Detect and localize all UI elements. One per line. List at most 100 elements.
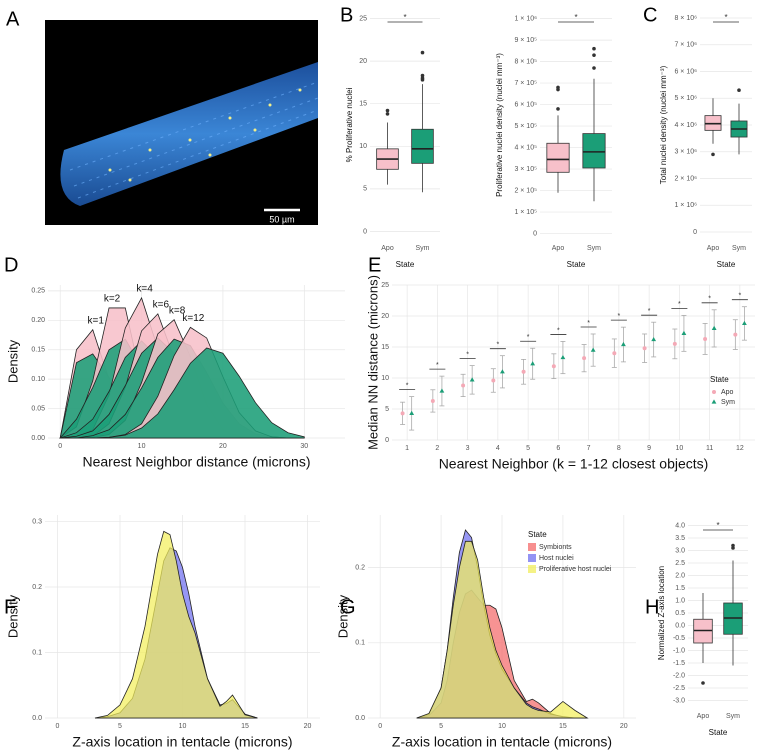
y-tick-label: 2 × 10⁵ bbox=[514, 187, 537, 194]
y-tick-label: 0.25 bbox=[31, 288, 45, 295]
y-tick-label: 10 bbox=[381, 375, 389, 382]
y-tick-label: 25 bbox=[359, 15, 367, 22]
y-tick-label: 20 bbox=[359, 58, 367, 65]
y-tick-label: 8 × 10⁵ bbox=[514, 58, 537, 65]
legend-label: Sym bbox=[721, 399, 735, 406]
point bbox=[500, 369, 505, 374]
chart-panel: B 0 5 10 15 20 25 State % Proliferative nuclei Ap… bbox=[340, 4, 440, 269]
x-tick-label: 4 bbox=[496, 445, 500, 452]
y-tick-label: 1.5 bbox=[675, 585, 685, 592]
outlier bbox=[711, 152, 715, 157]
point bbox=[672, 341, 677, 346]
significance-star: * bbox=[724, 13, 727, 22]
y-tick-label: 0.15 bbox=[31, 347, 45, 354]
y-tick-label: 1 × 10⁶ bbox=[514, 15, 537, 22]
legend-label: Symbionts bbox=[539, 544, 572, 551]
y-tick-label: 0.05 bbox=[31, 405, 45, 412]
significance-star: * bbox=[739, 293, 742, 300]
legend-swatch bbox=[528, 554, 536, 562]
y-tick-label: 5 bbox=[363, 186, 367, 193]
y-tick-label: 5 bbox=[385, 406, 389, 413]
x-tick-label: 10 bbox=[179, 723, 187, 730]
legend-swatch bbox=[711, 399, 717, 404]
outlier bbox=[556, 107, 560, 111]
y-tick-label: 4 × 10⁶ bbox=[674, 122, 697, 129]
nuclei-dots bbox=[108, 88, 302, 182]
chart-panel: G 0.0 0.1 0.2 0 5 10 15 20 Z-axis location in ten… bbox=[335, 515, 636, 750]
significance-star: * bbox=[574, 13, 577, 22]
y-axis-title: Proliferative nuclei density (nuclei mm⁻… bbox=[495, 53, 504, 197]
x-tick-label: 7 bbox=[587, 445, 591, 452]
point bbox=[742, 320, 747, 326]
y-tick-label: 8 × 10⁶ bbox=[674, 15, 697, 22]
x-tick-label: Apo bbox=[381, 245, 394, 252]
panel-letter: A bbox=[6, 8, 20, 30]
y-tick-label: 0.00 bbox=[31, 435, 45, 442]
y-tick-label: -2.0 bbox=[673, 672, 685, 679]
point bbox=[430, 398, 435, 403]
x-tick-label: 30 bbox=[300, 443, 308, 450]
x-axis-title: State bbox=[567, 260, 586, 269]
chart-panel: C 0 1 × 10⁶ 2 × 10⁶ 3 × 10⁶ 4 × 10⁶ 5 × 10⁶ 6 ×… bbox=[643, 4, 752, 269]
panel-letter: E bbox=[368, 254, 381, 276]
significance-star: * bbox=[587, 320, 590, 327]
point bbox=[530, 361, 536, 366]
y-axis-title: Density bbox=[5, 339, 20, 383]
point bbox=[621, 341, 626, 347]
x-tick-label: Apo bbox=[697, 713, 710, 720]
y-tick-label: 10 bbox=[359, 143, 367, 150]
box bbox=[411, 128, 434, 164]
y-tick-label: 5 × 10⁶ bbox=[674, 95, 697, 102]
micrograph: 50 µm A bbox=[6, 8, 319, 225]
y-tick-label: 1 × 10⁶ bbox=[674, 202, 697, 209]
x-tick-label: Apo bbox=[552, 245, 565, 252]
density-area bbox=[60, 347, 305, 439]
y-axis-title: Total nuclei density (nuclei mm⁻³) bbox=[659, 65, 668, 184]
y-tick-label: 0 bbox=[385, 437, 389, 444]
annotation: k=4 bbox=[136, 284, 153, 295]
outlier bbox=[731, 546, 735, 550]
y-tick-label: -3.0 bbox=[673, 697, 685, 704]
y-tick-label: 3 × 10⁶ bbox=[674, 149, 697, 156]
legend-label: Host nuclei bbox=[539, 555, 574, 562]
y-tick-label: 15 bbox=[381, 344, 389, 351]
significance-star: * bbox=[557, 327, 560, 334]
x-tick-label: Sym bbox=[587, 245, 601, 252]
outlier bbox=[420, 73, 425, 78]
significance-star: * bbox=[527, 334, 530, 341]
outlier bbox=[420, 76, 425, 80]
point bbox=[439, 388, 445, 393]
legend-title: State bbox=[710, 375, 729, 384]
point bbox=[733, 332, 738, 337]
significance-star: * bbox=[466, 351, 469, 358]
density-area bbox=[416, 540, 589, 719]
outlier bbox=[556, 85, 560, 90]
outlier bbox=[592, 66, 596, 70]
y-tick-label: 0.2 bbox=[355, 564, 365, 571]
annotation: k=12 bbox=[182, 313, 204, 324]
point bbox=[400, 411, 405, 416]
box bbox=[582, 133, 606, 169]
y-tick-label: 7 × 10⁶ bbox=[674, 42, 697, 49]
y-axis-title: Normalized Z-axis location bbox=[657, 566, 666, 660]
significance-star: * bbox=[618, 313, 621, 320]
significance-star: * bbox=[406, 382, 409, 389]
legend-swatch bbox=[712, 390, 716, 394]
x-tick-label: 10 bbox=[675, 445, 683, 452]
x-axis-title: State bbox=[396, 260, 415, 269]
y-axis-title: Median NN distance (microns) bbox=[365, 275, 380, 450]
x-tick-label: 2 bbox=[435, 445, 439, 452]
point bbox=[551, 364, 556, 369]
annotation: k=6 bbox=[153, 299, 170, 310]
significance-star: * bbox=[497, 342, 500, 349]
x-axis-title: Z-axis location in tentacle (microns) bbox=[72, 734, 292, 750]
significance-star: * bbox=[648, 308, 651, 315]
outlier bbox=[592, 46, 596, 51]
y-tick-label: 0.0 bbox=[675, 622, 685, 629]
y-axis-title: Density bbox=[5, 594, 20, 638]
y-tick-label: 25 bbox=[381, 282, 389, 289]
point bbox=[642, 346, 647, 351]
legend-label: Proliferative host nuclei bbox=[539, 566, 612, 573]
y-tick-label: 0.1 bbox=[32, 649, 42, 656]
